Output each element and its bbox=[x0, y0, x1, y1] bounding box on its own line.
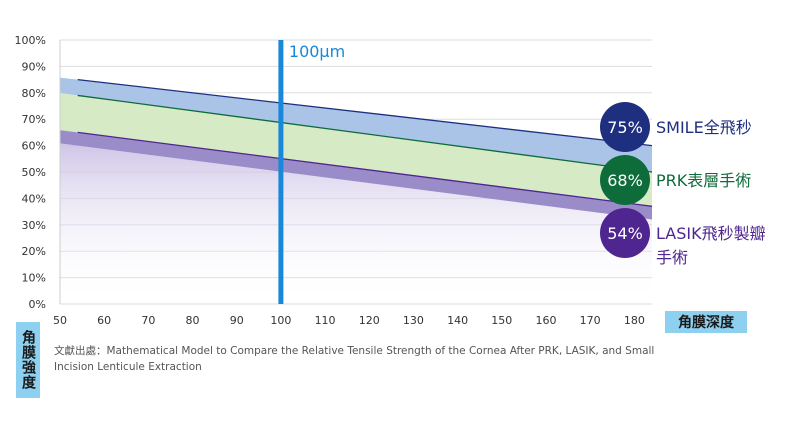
y-tick-label: 0% bbox=[29, 298, 46, 311]
series-name-label: SMILE全飛秒 bbox=[656, 118, 752, 137]
series-name-label: LASIK飛秒製瓣 bbox=[656, 224, 766, 243]
x-tick-label: 100 bbox=[270, 314, 291, 327]
x-axis-label: 角膜深度 bbox=[665, 311, 747, 333]
source-citation: 文獻出處：Mathematical Model to Compare the R… bbox=[54, 345, 655, 373]
series-line-2 bbox=[77, 131, 653, 207]
x-tick-label: 140 bbox=[447, 314, 468, 327]
y-tick-label: 70% bbox=[22, 113, 46, 126]
percent-label: 54% bbox=[607, 224, 643, 243]
x-tick-label: 90 bbox=[230, 314, 244, 327]
x-tick-label: 50 bbox=[53, 314, 67, 327]
x-tick-label: 80 bbox=[186, 314, 200, 327]
y-tick-label: 40% bbox=[22, 192, 46, 205]
percent-badge bbox=[600, 208, 650, 258]
band-prk bbox=[60, 93, 652, 207]
x-tick-label: 130 bbox=[403, 314, 424, 327]
y-axis: 0% 10% 20% 30% 40% 50% 60% 70% 80% 90% 100% bbox=[15, 34, 61, 311]
percent-label: 75% bbox=[607, 118, 643, 137]
y-tick-label: 80% bbox=[22, 87, 46, 100]
percent-badge bbox=[600, 102, 650, 152]
y-tick-label: 50% bbox=[22, 166, 46, 179]
percent-label: 68% bbox=[607, 171, 643, 190]
series-name-label: PRK表層手術 bbox=[656, 171, 751, 190]
band-lasik bbox=[60, 130, 652, 220]
x-tick-label: 150 bbox=[491, 314, 512, 327]
y-tick-label: 90% bbox=[22, 60, 46, 73]
band-smile bbox=[60, 77, 652, 172]
y-tick-label: 20% bbox=[22, 245, 46, 258]
series-lines bbox=[77, 78, 653, 207]
reference-line-label: 100μm bbox=[289, 42, 345, 61]
y-tick-label: 100% bbox=[15, 34, 46, 47]
x-tick-label: 170 bbox=[580, 314, 601, 327]
y-tick-label: 10% bbox=[22, 272, 46, 285]
x-axis: 50 60 70 80 90 100 110 120 130 140 150 160 170 180 bbox=[53, 314, 645, 327]
x-tick-label: 120 bbox=[359, 314, 380, 327]
area-below-lasik bbox=[60, 143, 652, 304]
y-tick-label: 30% bbox=[22, 219, 46, 232]
y-axis-label: 角膜強度 bbox=[16, 322, 40, 398]
y-tick-label: 60% bbox=[22, 140, 46, 153]
x-tick-label: 70 bbox=[141, 314, 155, 327]
area-bands bbox=[60, 77, 652, 304]
series-line-1 bbox=[77, 94, 653, 173]
series-name-label: 手術 bbox=[656, 248, 688, 267]
percent-badge bbox=[600, 155, 650, 205]
x-tick-label: 180 bbox=[624, 314, 645, 327]
series-line-0 bbox=[77, 78, 653, 147]
reference-line-group: 100μm bbox=[278, 40, 345, 304]
x-tick-label: 160 bbox=[535, 314, 556, 327]
x-tick-label: 110 bbox=[315, 314, 336, 327]
x-tick-label: 60 bbox=[97, 314, 111, 327]
